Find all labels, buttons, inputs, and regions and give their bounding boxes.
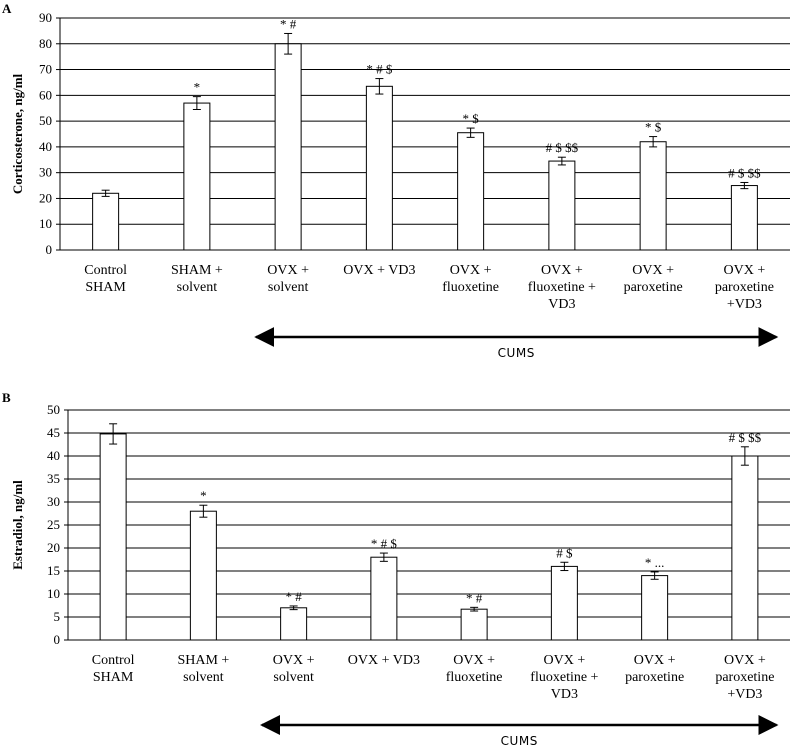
y-tick-label: 40 [47,448,60,463]
y-tick-label: 20 [39,190,52,205]
bar [550,565,578,641]
error-bar [379,552,388,562]
significance-label: * # [286,589,303,604]
y-tick-label: 80 [39,36,52,51]
y-tick-label: 15 [47,563,60,578]
category-label: OVX + paroxetine +VD3 [715,263,774,312]
error-bar [192,96,201,111]
significance-label: * # $ [371,536,398,551]
significance-label: # $ $$ [546,140,579,155]
y-tick-label: 25 [47,517,60,532]
panel-letter: A [2,1,12,16]
error-bar [101,189,110,197]
cums-label: CUMS [498,346,535,360]
error-bar [650,571,659,580]
category-label: Control SHAM [92,653,135,685]
chart-panel-B: B 0 5 10 15 20 25 30 35 40 45 50 Estradiol, ng/ml Con… [2,390,790,748]
error-bar [740,181,749,190]
y-tick-label: 35 [47,471,60,486]
significance-label: # $ $$ [728,165,761,180]
error-bar [560,561,569,572]
significance-label: * ... [645,555,665,570]
category-label: OVX + paroxetine [625,653,684,685]
category-label: OVX + paroxetine [624,263,683,295]
bar [92,192,120,251]
error-bar [557,156,566,166]
significance-label: # $ $$ [729,430,762,445]
category-label: OVX + fluoxetine [446,653,503,685]
category-label: OVX + VD3 [348,653,420,668]
bar [460,608,488,641]
category-label: OVX + paroxetine +VD3 [715,653,774,702]
category-label: Control SHAM [84,263,127,295]
significance-label: * # $ [366,62,393,77]
error-bar [466,127,475,138]
y-tick-label: 0 [46,242,53,257]
significance-label: * $ [463,111,480,126]
significance-label: * [200,488,207,503]
error-bar [740,446,749,466]
error-bar [289,605,298,611]
y-tick-label: 30 [47,494,60,509]
error-bar [470,606,479,612]
significance-label: * # [466,590,483,605]
bar [280,607,308,641]
category-label: OVX + fluoxetine + VD3 [530,653,598,702]
error-bar [109,423,118,445]
category-label: SHAM + solvent [177,653,229,685]
bar [548,160,576,251]
y-tick-label: 50 [39,113,52,128]
y-axis-label: Estradiol, ng/ml [10,480,25,570]
bar [370,556,398,641]
bar [365,85,393,251]
chart-panel-A: A 0 10 20 30 40 50 60 70 80 90 Corticosterone, ng/m… [2,1,790,360]
y-tick-label: 5 [54,609,61,624]
cums-label: CUMS [501,734,538,748]
y-tick-label: 60 [39,87,52,102]
y-tick-label: 40 [39,139,52,154]
y-tick-label: 90 [39,10,52,25]
bar [99,433,127,641]
bar [457,132,485,251]
error-bar [375,78,384,95]
bar [641,575,669,641]
error-bar [284,32,293,55]
significance-label: # $ [556,545,573,560]
significance-label: * # [280,16,297,31]
category-label: OVX + VD3 [343,263,415,278]
y-tick-label: 30 [39,165,52,180]
category-label: SHAM + solvent [171,263,223,295]
category-label: OVX + fluoxetine + VD3 [528,263,596,312]
y-tick-label: 45 [47,425,60,440]
error-bar [649,136,658,148]
y-tick-label: 70 [39,62,52,77]
bar [274,43,302,251]
bar [731,455,759,641]
bar [639,141,667,251]
significance-label: * [194,80,201,95]
y-tick-label: 20 [47,540,60,555]
y-axis-label: Corticosterone, ng/ml [10,73,25,194]
bar [730,185,758,251]
significance-label: * $ [645,120,662,135]
panel-letter: B [2,390,11,405]
category-label: OVX + solvent [267,263,309,295]
y-tick-label: 0 [54,632,61,647]
y-tick-label: 10 [47,586,60,601]
category-label: OVX + fluoxetine [442,263,499,295]
y-tick-label: 50 [47,402,60,417]
bar [183,102,211,251]
y-tick-label: 10 [39,216,52,231]
bar [189,510,217,641]
error-bar [199,504,208,518]
category-label: OVX + solvent [273,653,315,685]
